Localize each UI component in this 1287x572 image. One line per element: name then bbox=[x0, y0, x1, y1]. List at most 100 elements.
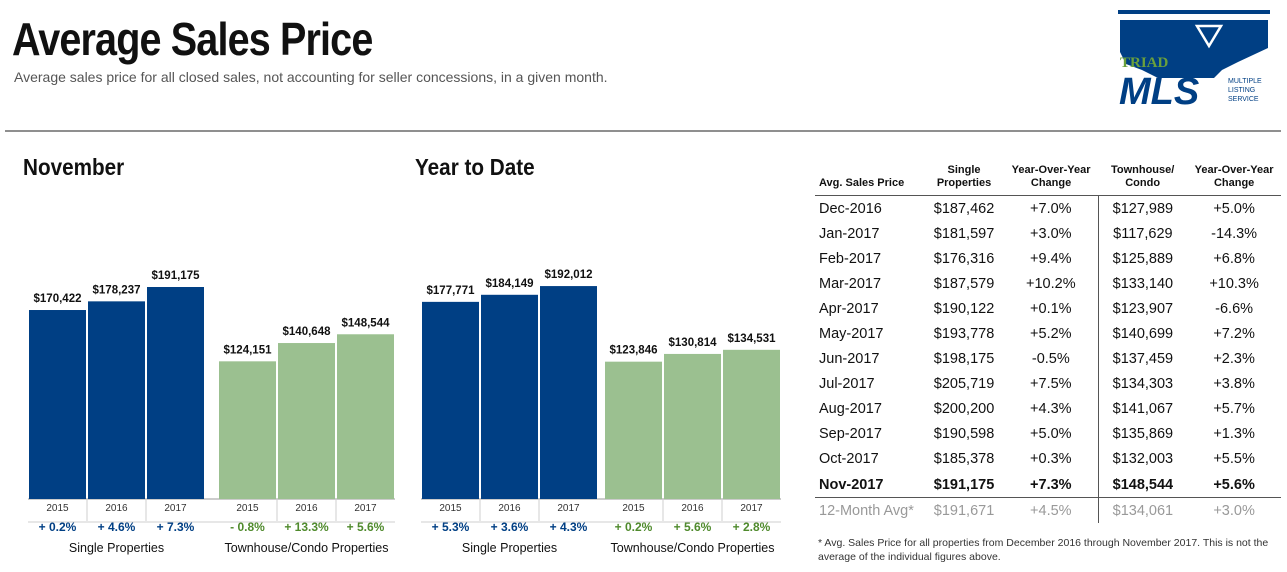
table-row: Aug-2017 $200,200 +4.3% $141,067 +5.7% bbox=[815, 396, 1281, 422]
row-townhouse-price: $123,907 bbox=[1097, 296, 1188, 322]
november-year-tick-label: 2016 bbox=[105, 503, 128, 514]
logo-tagline-2: LISTING bbox=[1228, 87, 1255, 94]
row-single-change: +4.5% bbox=[1030, 502, 1072, 519]
november-year-tick-label: 2015 bbox=[236, 503, 259, 514]
row-single-price: $181,597 bbox=[933, 225, 995, 242]
col-header-townhouse: Townhouse/ Condo bbox=[1110, 164, 1175, 189]
november-bar-value-label: $148,544 bbox=[342, 317, 391, 329]
ytd-year-tick-label: 2015 bbox=[439, 503, 462, 514]
ytd-bar-value-label: $177,771 bbox=[427, 285, 476, 297]
row-month: Apr-2017 bbox=[819, 300, 879, 317]
row-townhouse-price: $137,459 bbox=[1097, 346, 1188, 372]
row-month: Feb-2017 bbox=[819, 250, 882, 267]
row-townhouse-change: +5.7% bbox=[1213, 401, 1255, 418]
ytd-change-label: + 0.2% bbox=[615, 520, 653, 534]
row-month: Dec-2016 bbox=[819, 200, 882, 217]
ytd-bar bbox=[664, 353, 721, 499]
row-townhouse-price: $141,067 bbox=[1097, 396, 1188, 422]
row-townhouse-change: +5.6% bbox=[1213, 476, 1255, 493]
november-year-tick-label: 2015 bbox=[46, 503, 69, 514]
row-single-price: $190,122 bbox=[933, 300, 995, 317]
ytd-year-tick-label: 2015 bbox=[622, 503, 645, 514]
november-year-tick-label: 2017 bbox=[354, 503, 377, 514]
row-single-price: $187,579 bbox=[933, 275, 995, 292]
row-townhouse-change: +1.3% bbox=[1213, 426, 1255, 443]
row-townhouse-change: +2.3% bbox=[1213, 351, 1255, 368]
table-row: Jun-2017 $198,175 -0.5% $137,459 +2.3% bbox=[815, 346, 1281, 372]
row-single-price: $191,175 bbox=[933, 476, 995, 493]
row-month: Nov-2017 bbox=[819, 476, 884, 493]
row-single-price: $198,175 bbox=[933, 351, 995, 368]
ytd-group-label: Single Properties bbox=[462, 541, 557, 555]
row-single-price: $193,778 bbox=[933, 326, 995, 343]
november-chart-title: November bbox=[23, 154, 125, 180]
row-single-price: $187,462 bbox=[933, 200, 995, 217]
ytd-bar bbox=[422, 301, 479, 499]
ytd-bar-value-label: $134,531 bbox=[728, 333, 777, 345]
row-single-change: +7.3% bbox=[1030, 476, 1072, 493]
monthly-price-table: Avg. Sales Price Single Properties Year-… bbox=[815, 164, 1281, 524]
row-townhouse-price: $127,989 bbox=[1097, 195, 1188, 222]
ytd-bar-value-label: $130,814 bbox=[669, 337, 718, 349]
row-month: Oct-2017 bbox=[819, 451, 879, 468]
ytd-year-tick-label: 2017 bbox=[740, 503, 763, 514]
row-single-change: +0.1% bbox=[1030, 300, 1072, 317]
november-bar bbox=[147, 287, 204, 499]
november-change-label: + 13.3% bbox=[284, 520, 329, 534]
ytd-year-tick-label: 2016 bbox=[681, 503, 704, 514]
table-header-row: Avg. Sales Price Single Properties Year-… bbox=[815, 164, 1281, 196]
row-townhouse-price: $125,889 bbox=[1097, 246, 1188, 272]
row-single-change: +7.0% bbox=[1030, 200, 1072, 217]
ytd-bar bbox=[540, 286, 597, 499]
row-townhouse-price: $132,003 bbox=[1097, 446, 1188, 473]
november-bar-value-label: $124,151 bbox=[224, 344, 273, 356]
november-group-label: Townhouse/Condo Properties bbox=[225, 541, 389, 555]
row-townhouse-change: -14.3% bbox=[1211, 225, 1258, 242]
table-row: Sep-2017 $190,598 +5.0% $135,869 +1.3% bbox=[815, 421, 1281, 447]
ytd-bar bbox=[605, 361, 662, 499]
row-townhouse-change: +5.0% bbox=[1213, 200, 1255, 217]
november-bar bbox=[278, 343, 335, 499]
ytd-bar-value-label: $192,012 bbox=[545, 269, 593, 281]
row-single-change: -0.5% bbox=[1031, 351, 1070, 368]
november-group-label: Single Properties bbox=[69, 541, 164, 555]
table-row: Dec-2016 $187,462 +7.0% $127,989 +5.0% bbox=[815, 195, 1281, 222]
row-townhouse-change: +10.3% bbox=[1209, 275, 1259, 292]
row-month: 12-Month Avg* bbox=[819, 502, 914, 519]
november-bar-value-label: $178,237 bbox=[93, 284, 141, 296]
logo-tagline-1: MULTIPLE bbox=[1228, 78, 1262, 85]
table-footnote: * Avg. Sales Price for all properties fr… bbox=[818, 537, 1269, 563]
row-single-price: $191,671 bbox=[933, 502, 995, 519]
row-single-change: +7.5% bbox=[1030, 376, 1072, 393]
november-bar bbox=[29, 310, 86, 499]
col-header-single: Single Properties bbox=[936, 164, 992, 189]
november-bar bbox=[88, 301, 145, 499]
table-row: Nov-2017 $191,175 +7.3% $148,544 +5.6% bbox=[815, 472, 1281, 498]
row-townhouse-change: +6.8% bbox=[1213, 250, 1255, 267]
november-change-label: + 0.2% bbox=[39, 520, 77, 534]
table-row: Feb-2017 $176,316 +9.4% $125,889 +6.8% bbox=[815, 246, 1281, 272]
page-subtitle: Average sales price for all closed sales… bbox=[14, 69, 608, 85]
page-title: Average Sales Price bbox=[12, 13, 373, 65]
november-bar-value-label: $170,422 bbox=[34, 293, 82, 305]
ytd-change-label: + 3.6% bbox=[491, 520, 529, 534]
november-bar bbox=[337, 334, 394, 499]
logo-tagline-3: SERVICE bbox=[1228, 96, 1259, 103]
row-single-price: $205,719 bbox=[933, 376, 995, 393]
row-townhouse-change: -6.6% bbox=[1215, 300, 1254, 317]
row-townhouse-price: $134,303 bbox=[1097, 371, 1188, 397]
ytd-bar bbox=[723, 349, 780, 499]
row-townhouse-change: +5.5% bbox=[1213, 451, 1255, 468]
november-bar bbox=[219, 361, 276, 499]
row-month: Jun-2017 bbox=[819, 351, 880, 368]
november-change-label: + 4.6% bbox=[98, 520, 136, 534]
row-single-change: +9.4% bbox=[1030, 250, 1072, 267]
ytd-chart-title: Year to Date bbox=[415, 154, 535, 180]
row-single-change: +10.2% bbox=[1026, 275, 1076, 292]
logo-text-triad: TRIAD bbox=[1120, 55, 1169, 71]
row-townhouse-price: $134,061 bbox=[1097, 497, 1188, 524]
table-row: Oct-2017 $185,378 +0.3% $132,003 +5.5% bbox=[815, 446, 1281, 473]
row-townhouse-change: +3.0% bbox=[1213, 502, 1255, 519]
table-row: 12-Month Avg* $191,671 +4.5% $134,061 +3.0% bbox=[815, 497, 1281, 524]
table-row: Apr-2017 $190,122 +0.1% $123,907 -6.6% bbox=[815, 296, 1281, 322]
